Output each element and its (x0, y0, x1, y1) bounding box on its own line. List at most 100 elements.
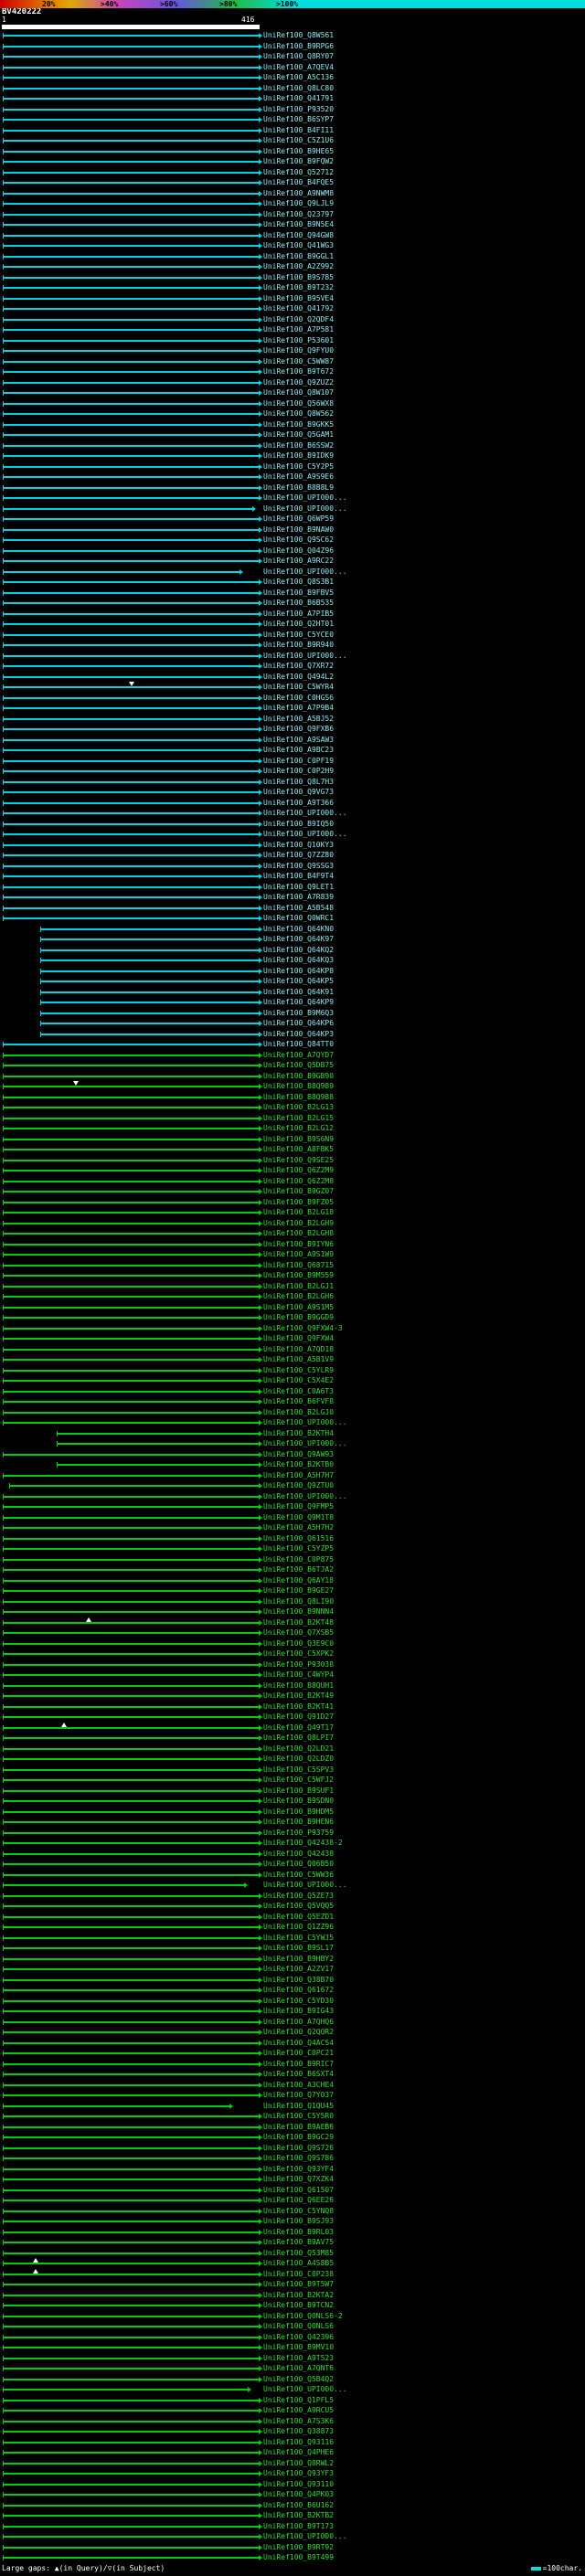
hit-label[interactable]: UniRef100_Q61516 (263, 1533, 335, 1542)
hit-label[interactable]: UniRef100_B6SXT4 (263, 2070, 335, 2078)
hit-label[interactable]: UniRef100_B2LG12 (263, 1124, 335, 1132)
hit-bar[interactable] (3, 2168, 259, 2170)
hit-label[interactable]: UniRef100_Q8S3B1 (263, 578, 335, 586)
hit-bar[interactable] (3, 1516, 259, 1519)
hit-label[interactable]: UniRef100_Q49T17 (263, 1723, 335, 1732)
hit-bar[interactable] (3, 2010, 259, 2012)
hit-bar[interactable] (56, 1443, 259, 1445)
hit-bar[interactable] (3, 2273, 259, 2275)
hit-bar[interactable] (3, 402, 259, 405)
hit-label[interactable]: UniRef100_Q0NLS6-2 (263, 2311, 343, 2320)
hit-label[interactable]: UniRef100_Q8W561 (263, 31, 335, 39)
hit-bar[interactable] (3, 780, 259, 783)
hit-label[interactable]: UniRef100_UPI000... (263, 830, 347, 838)
hit-bar[interactable] (3, 717, 259, 720)
hit-bar[interactable] (3, 1222, 259, 1224)
hit-label[interactable]: UniRef100_B8B8L9 (263, 482, 335, 492)
hit-label[interactable]: UniRef100_B6TJA2 (263, 1565, 335, 1574)
hit-bar[interactable] (3, 1422, 259, 1424)
hit-bar[interactable] (3, 1747, 259, 1750)
hit-label[interactable]: UniRef100_C0P2H9 (263, 767, 335, 775)
hit-label[interactable]: UniRef100_B9HBY2 (263, 1954, 335, 1963)
hit-bar[interactable] (3, 1495, 259, 1498)
hit-bar[interactable] (3, 1905, 259, 1907)
hit-label[interactable]: UniRef100_B9GZ07 (263, 1187, 335, 1195)
hit-label[interactable]: UniRef100_B9N5E4 (263, 220, 335, 228)
hit-label[interactable]: UniRef100_B9IYN6 (263, 1239, 335, 1248)
hit-label[interactable]: UniRef100_A9S9E6 (263, 472, 335, 481)
hit-label[interactable]: UniRef100_B95VE4 (263, 293, 335, 302)
hit-label[interactable]: UniRef100_B6SYP7 (263, 115, 335, 123)
hit-bar[interactable] (3, 255, 259, 258)
hit-bar[interactable] (3, 2115, 259, 2117)
hit-label[interactable]: UniRef100_Q5EZD1 (263, 1912, 335, 1921)
hit-bar[interactable] (3, 833, 259, 835)
hit-label[interactable]: UniRef100_B6FVF8 (263, 1397, 335, 1405)
hit-bar[interactable] (3, 1285, 259, 1288)
hit-label[interactable]: UniRef100_Q52712 (263, 167, 335, 176)
hit-label[interactable]: UniRef100_B9AEB6 (263, 2122, 335, 2131)
hit-label[interactable]: UniRef100_A7QNT6 (263, 2364, 335, 2372)
hit-bar[interactable] (3, 2231, 259, 2233)
hit-bar[interactable] (3, 2189, 259, 2191)
hit-label[interactable]: UniRef100_Q5ZE73 (263, 1891, 335, 1900)
hit-bar[interactable] (3, 455, 259, 457)
hit-bar[interactable] (3, 2504, 259, 2507)
hit-bar[interactable] (3, 2147, 259, 2149)
hit-label[interactable]: UniRef100_Q5GAM1 (263, 430, 335, 439)
hit-label[interactable]: UniRef100_Q9FXW4 (263, 1334, 335, 1342)
hit-bar[interactable] (40, 949, 259, 951)
hit-label[interactable]: UniRef100_B8Q989 (263, 1082, 335, 1090)
hit-label[interactable]: UniRef100_B9S785 (263, 272, 335, 281)
hit-bar[interactable] (3, 1411, 259, 1414)
hit-bar[interactable] (3, 1621, 259, 1624)
hit-label[interactable]: UniRef100_B9M559 (263, 1271, 335, 1279)
hit-label[interactable]: UniRef100_Q1QU45 (263, 2101, 335, 2110)
hit-label[interactable]: UniRef100_Q2LDZ0 (263, 1754, 335, 1763)
hit-label[interactable]: UniRef100_Q9VG73 (263, 788, 335, 796)
hit-bar[interactable] (3, 1233, 259, 1235)
hit-bar[interactable] (3, 612, 259, 615)
hit-bar[interactable] (3, 276, 259, 279)
hit-label[interactable]: UniRef100_UPI000... (263, 1881, 347, 1889)
hit-bar[interactable] (3, 2546, 259, 2549)
hit-label[interactable]: UniRef100_B9T499 (263, 2553, 335, 2561)
hit-label[interactable]: UniRef100_A7PIB5 (263, 609, 335, 618)
hit-label[interactable]: UniRef100_B2KTB2 (263, 2511, 335, 2519)
hit-label[interactable]: UniRef100_B9IDK9 (263, 451, 335, 460)
hit-label[interactable]: UniRef100_B9FBV5 (263, 588, 335, 597)
hit-bar[interactable] (3, 1096, 259, 1098)
hit-bar[interactable] (3, 1170, 259, 1171)
hit-label[interactable]: UniRef100_B9T5W7 (263, 2280, 335, 2288)
hit-bar[interactable] (3, 1758, 259, 1760)
hit-label[interactable]: UniRef100_B9NNN4 (263, 1607, 335, 1616)
hit-bar[interactable] (3, 1201, 259, 1203)
hit-bar[interactable] (3, 1317, 259, 1319)
hit-label[interactable]: UniRef100_Q64KP9 (263, 998, 335, 1006)
hit-label[interactable]: UniRef100_Q41792 (263, 304, 335, 313)
hit-bar[interactable] (3, 329, 259, 331)
hit-label[interactable]: UniRef100_Q93YF3 (263, 2469, 335, 2477)
hit-bar[interactable] (3, 287, 259, 289)
hit-bar[interactable] (3, 465, 259, 468)
hit-label[interactable]: UniRef100_A3CHE4 (263, 2080, 335, 2089)
hit-bar[interactable] (3, 2242, 259, 2243)
hit-bar[interactable] (3, 518, 259, 520)
hit-bar[interactable] (3, 591, 259, 594)
hit-label[interactable]: UniRef100_Q64KP3 (263, 1029, 335, 1038)
hit-label[interactable]: UniRef100_Q53M85 (263, 2248, 335, 2257)
hit-bar[interactable] (3, 297, 259, 300)
hit-bar[interactable] (3, 1884, 244, 1886)
hit-label[interactable]: UniRef100_B9RL03 (263, 2227, 335, 2236)
hit-label[interactable]: UniRef100_Q2QDF4 (263, 314, 335, 323)
hit-bar[interactable] (3, 1537, 259, 1540)
hit-label[interactable]: UniRef100_Q8RY07 (263, 52, 335, 60)
hit-label[interactable]: UniRef100_Q9FYU0 (263, 346, 335, 355)
hit-label[interactable]: UniRef100_B8Q988 (263, 1092, 335, 1101)
hit-bar[interactable] (3, 182, 259, 184)
hit-label[interactable]: UniRef100_Q23797 (263, 209, 335, 218)
hit-bar[interactable] (3, 1128, 259, 1129)
hit-label[interactable]: UniRef100_Q42438 (263, 1849, 335, 1858)
hit-label[interactable]: UniRef100_B2LG15 (263, 1113, 335, 1122)
hit-label[interactable]: UniRef100_B2LG13 (263, 1103, 335, 1111)
